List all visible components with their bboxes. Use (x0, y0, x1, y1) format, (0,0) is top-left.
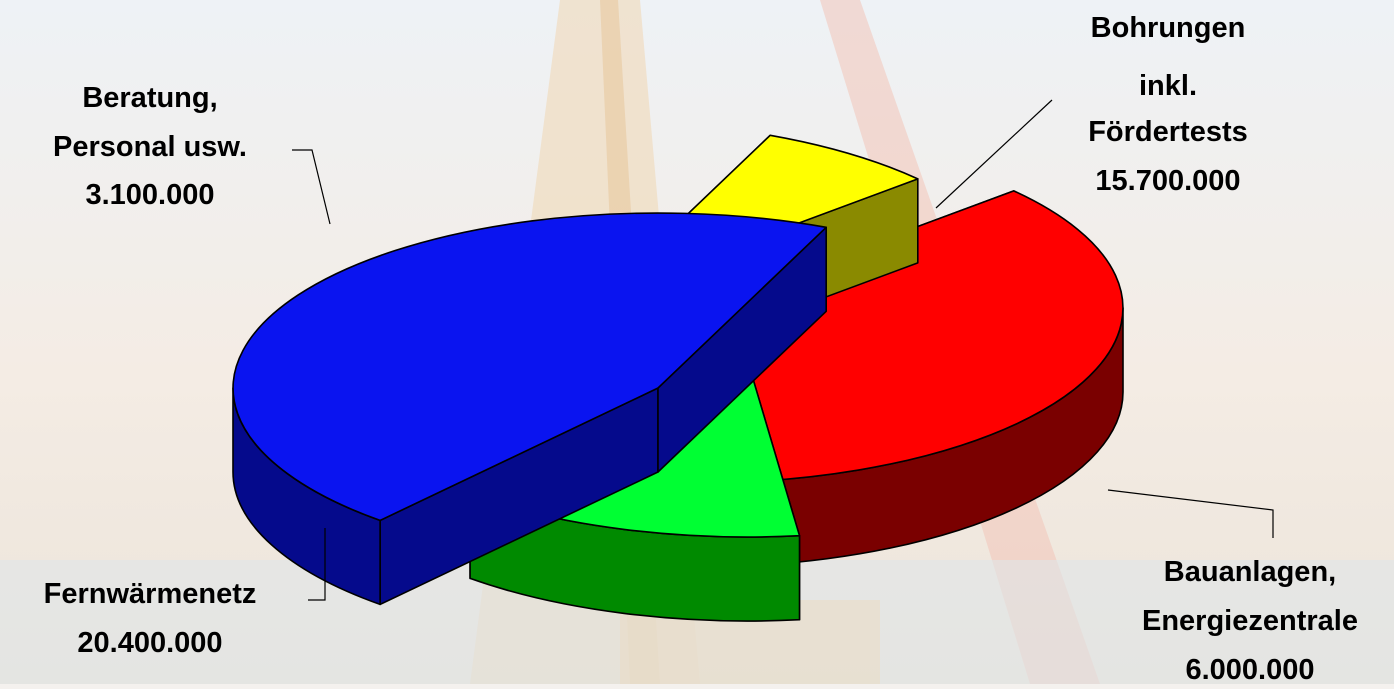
label-line: inkl. (1139, 70, 1197, 102)
data-label: 6.000.000 (1185, 654, 1314, 684)
label-line: Bauanlagen, (1164, 556, 1336, 588)
label-line: Energiezentrale (1142, 605, 1358, 637)
leader-line-beratung (292, 149, 331, 225)
label-line: Fernwärmenetz (44, 578, 257, 610)
slice-label-bohrungen: Bohrungen inkl. Fördertests 15.700.000 (1088, 12, 1248, 197)
label-line: Beratung, (82, 82, 217, 114)
slice-top (697, 190, 1124, 483)
label-line: Bohrungen (1091, 12, 1246, 44)
leader-line-bohrungen (935, 99, 1053, 209)
slice-top (232, 212, 827, 522)
leader-lines (292, 99, 1274, 601)
label-line: Personal usw. (53, 131, 247, 163)
leader-line-fernwaermenetz (308, 528, 326, 601)
slice-label-bauanlagen: Bauanlagen, Energiezentrale 6.000.000 (1142, 556, 1358, 686)
pie-slices (232, 134, 1124, 622)
slice-label-fernwaermenetz: Fernwärmenetz 20.400.000 (44, 578, 257, 659)
data-label: 15.700.000 (1095, 165, 1240, 197)
slice-label-beratung: Beratung, Personal usw. 3.100.000 (53, 82, 247, 211)
data-label: 20.400.000 (77, 627, 222, 659)
leader-line-bauanlagen (1107, 489, 1274, 538)
data-label: 3.100.000 (85, 179, 214, 211)
label-line: Fördertests (1088, 116, 1248, 148)
pie-slice-fernwaermenetz (232, 212, 827, 606)
